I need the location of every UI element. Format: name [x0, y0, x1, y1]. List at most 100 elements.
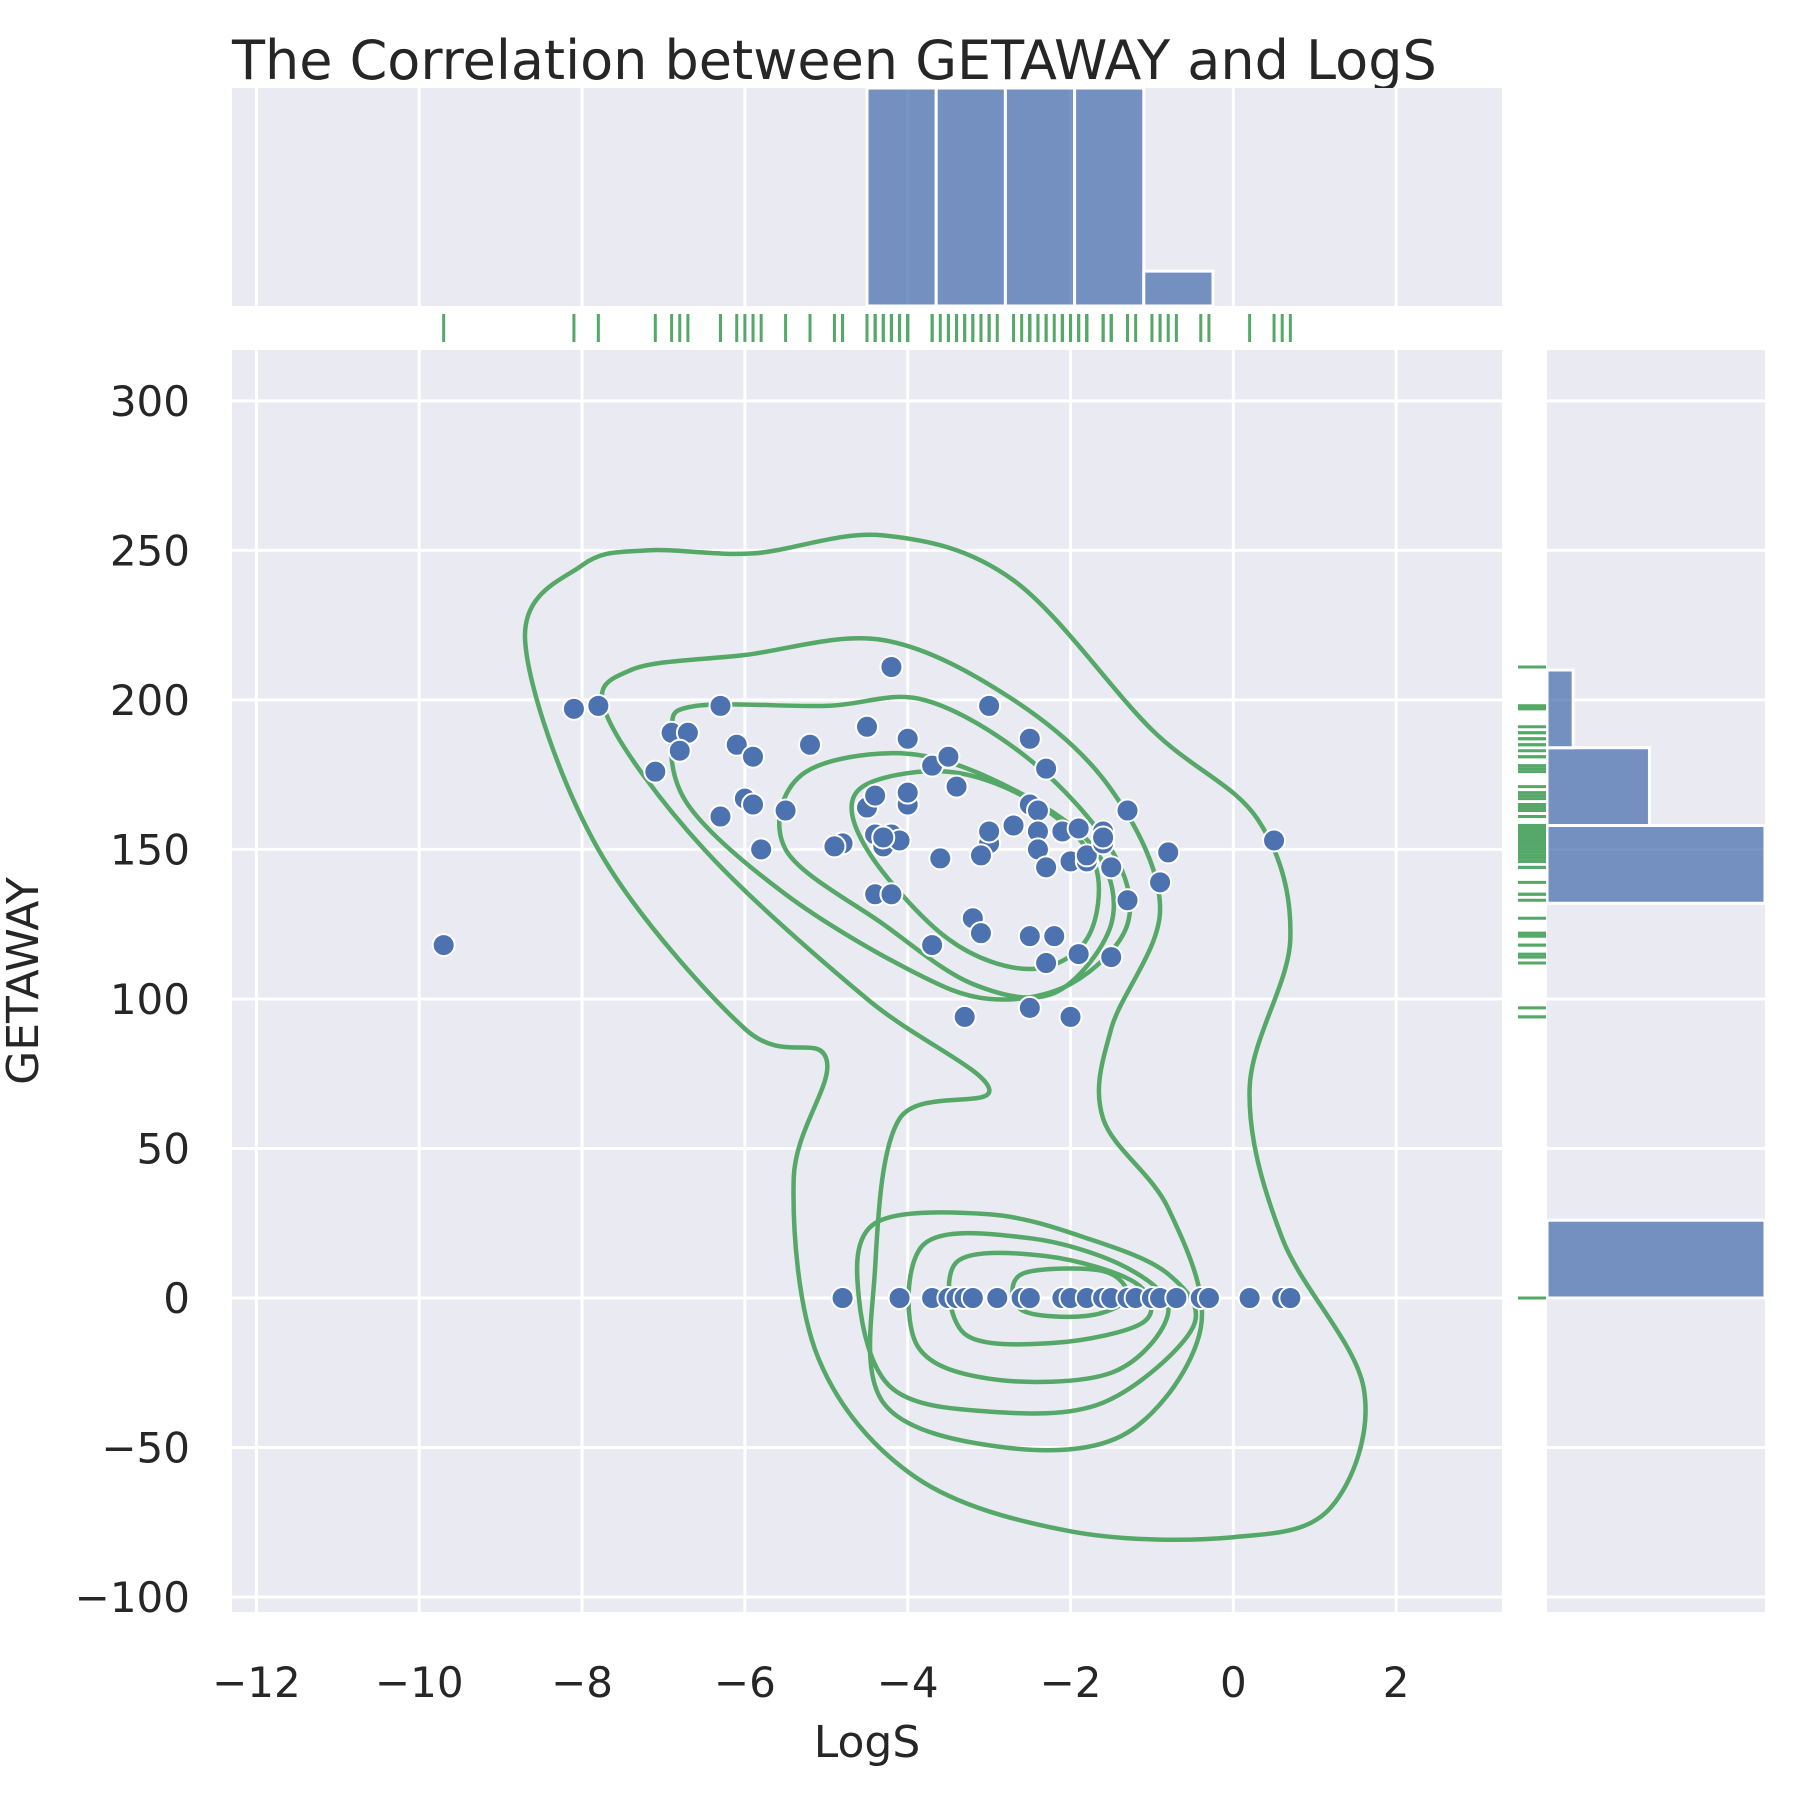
x-axis-label: LogS	[814, 1717, 921, 1768]
scatter-point	[920, 933, 945, 958]
scatter-point	[928, 846, 953, 871]
scatter-point	[1001, 813, 1026, 838]
y-histogram-bar	[1545, 668, 1575, 750]
x-tick-label: −2	[1040, 1658, 1102, 1707]
x-histogram-bar	[1142, 269, 1215, 308]
y-rug	[1518, 665, 1546, 1300]
scatter-point	[561, 696, 586, 721]
plot-background	[232, 350, 1502, 1612]
top-marginal	[232, 86, 1502, 342]
y-tick-label: −100	[75, 1573, 190, 1622]
scatter-point	[1017, 995, 1042, 1020]
scatter-point	[895, 780, 920, 805]
scatter-point	[1262, 828, 1287, 853]
scatter-point	[1099, 855, 1124, 880]
y-histogram-bar	[1545, 1218, 1767, 1300]
scatter-point	[708, 804, 733, 829]
x-tick-label: −6	[714, 1658, 776, 1707]
y-histogram-bar	[1545, 823, 1767, 905]
kde-contour	[668, 694, 1133, 1002]
scatter-point	[944, 774, 969, 799]
scatter-point	[1017, 726, 1042, 751]
y-axis-ticks: −100 −50 0 50 100 150 200 250 300	[75, 377, 190, 1622]
x-histogram-bar	[865, 86, 938, 308]
chart-title: The Correlation between GETAWAY and LogS	[231, 29, 1437, 92]
scatter-point	[586, 693, 611, 718]
scatter-point	[1237, 1285, 1262, 1310]
scatter-point	[879, 882, 904, 907]
kde-contour	[849, 768, 1102, 972]
y-tick-label: 0	[163, 1274, 190, 1323]
scatter-point	[936, 744, 961, 769]
scatter-point	[1034, 756, 1059, 781]
kde-contours	[522, 532, 1368, 1542]
scatter-points	[431, 654, 1303, 1310]
scatter-point	[1042, 924, 1067, 949]
scatter-point	[960, 1285, 985, 1310]
scatter-point	[1099, 945, 1124, 970]
kde-contour	[946, 1250, 1154, 1347]
scatter-point	[871, 825, 896, 850]
y-tick-label: 200	[110, 676, 190, 725]
y-histogram	[1545, 668, 1767, 1300]
kde-contour	[906, 1230, 1171, 1385]
x-tick-label: −4	[877, 1658, 939, 1707]
scatter-point	[952, 1004, 977, 1029]
y-histogram-bar	[1545, 746, 1651, 827]
scatter-point	[977, 819, 1002, 844]
scatter-point	[741, 744, 766, 769]
scatter-point	[773, 798, 798, 823]
scatter-point	[863, 783, 888, 808]
kde-contour	[522, 532, 1368, 1542]
main-plot	[232, 350, 1502, 1612]
y-tick-label: 50	[137, 1124, 190, 1173]
x-rug	[442, 314, 1292, 342]
y-tick-label: 150	[110, 825, 190, 874]
scatter-point	[968, 921, 993, 946]
scatter-point	[1115, 798, 1140, 823]
scatter-point	[879, 654, 904, 679]
scatter-point	[798, 732, 823, 757]
x-tick-label: 0	[1220, 1658, 1247, 1707]
scatter-point	[741, 792, 766, 817]
scatter-point	[1034, 855, 1059, 880]
scatter-point	[724, 732, 749, 757]
scatter-point	[667, 738, 692, 763]
y-tick-label: 250	[110, 526, 190, 575]
scatter-point	[1074, 843, 1099, 868]
x-histogram-bar	[1073, 86, 1146, 308]
scatter-point	[431, 933, 456, 958]
x-tick-label: −10	[375, 1658, 464, 1707]
scatter-point	[1025, 798, 1050, 823]
scatter-point	[822, 834, 847, 859]
scatter-point	[985, 1285, 1010, 1310]
scatter-point	[977, 693, 1002, 718]
x-tick-label: 2	[1383, 1658, 1410, 1707]
scatter-point	[1034, 951, 1059, 976]
scatter-point	[1058, 1004, 1083, 1029]
y-tick-label: −50	[101, 1424, 190, 1473]
scatter-point	[1156, 840, 1181, 865]
right-marginal	[1518, 350, 1767, 1612]
scatter-point	[1017, 924, 1042, 949]
scatter-point	[830, 1285, 855, 1310]
scatter-point	[1115, 888, 1140, 913]
scatter-point	[1164, 1285, 1189, 1310]
x-tick-label: −12	[212, 1658, 301, 1707]
scatter-point	[708, 693, 733, 718]
scatter-point	[887, 1285, 912, 1310]
kde-contour	[854, 1210, 1199, 1416]
x-histogram-bar	[934, 86, 1007, 308]
kde-contour	[599, 636, 1205, 1453]
x-tick-label: −8	[551, 1658, 613, 1707]
plot-grid	[232, 350, 1502, 1612]
y-axis-label: GETAWAY	[0, 877, 49, 1085]
scatter-point	[749, 837, 774, 862]
x-histogram	[865, 86, 1215, 308]
scatter-point	[643, 759, 668, 784]
y-tick-label: 100	[110, 975, 190, 1024]
x-histogram-bar	[1003, 86, 1077, 308]
scatter-point	[1148, 870, 1173, 895]
right-marginal-background	[1547, 350, 1765, 1612]
scatter-point	[1066, 942, 1091, 967]
